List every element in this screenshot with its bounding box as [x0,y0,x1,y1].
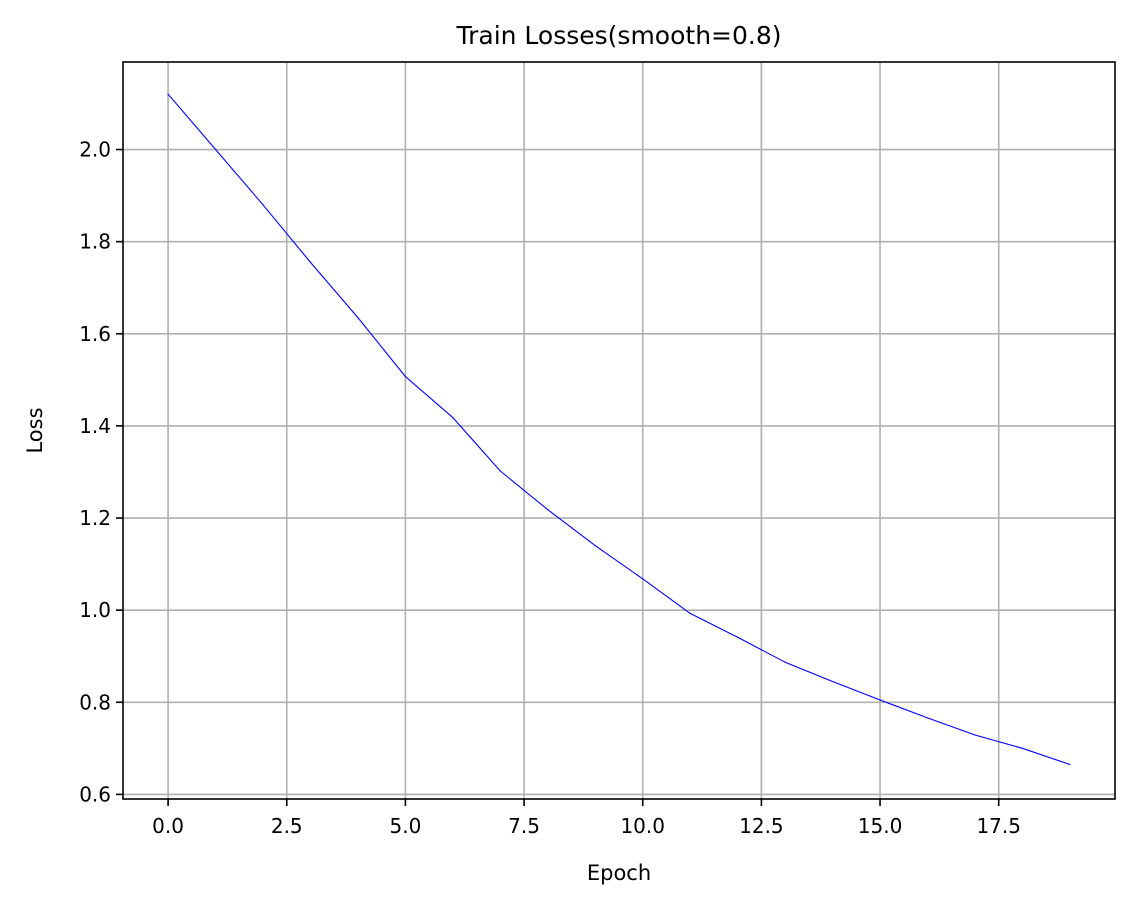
y-tick-label: 1.4 [79,414,111,438]
y-tick-label: 0.6 [79,782,111,806]
y-tick-label: 1.2 [79,506,111,530]
data-point [642,578,644,580]
x-tick-label: 10.0 [620,814,665,838]
y-tick-label: 1.8 [79,230,111,254]
data-point [214,148,217,151]
y-tick-label: 1.0 [79,598,111,622]
data-point [974,734,976,736]
data-point [547,509,549,511]
data-point [167,93,169,95]
x-axis-ticks: 0.0 2.5 5.0 7.5 10.0 12.5 15.0 17.5 [152,799,1021,838]
data-point [262,204,264,206]
y-axis-ticks: 0.6 0.8 1.0 1.2 1.4 1.6 1.8 2.0 [79,138,123,806]
x-tick-label: 15.0 [858,814,903,838]
data-point [737,636,739,638]
data-point [594,545,596,547]
y-tick-label: 0.8 [79,690,111,714]
x-tick-label: 17.5 [976,814,1021,838]
y-axis-label: Loss [23,407,47,453]
data-point [1069,763,1071,766]
data-point [452,417,454,419]
x-tick-label: 7.5 [508,814,540,838]
data-point [926,717,929,719]
grid [123,62,1115,799]
x-tick-label: 5.0 [390,814,422,838]
data-point [1021,747,1024,749]
x-tick-label: 2.5 [271,814,303,838]
loss-series-line [167,93,1071,766]
data-point [357,317,359,319]
series-layer [167,93,1071,766]
data-point [831,680,834,683]
data-point [499,470,501,472]
data-point [689,612,691,614]
x-axis-label: Epoch [587,861,651,885]
y-tick-label: 1.6 [79,322,111,346]
plot-frame [122,61,1116,800]
data-point [404,376,407,378]
y-tick-label: 2.0 [79,138,111,162]
data-point [309,261,312,263]
x-tick-label: 12.5 [739,814,784,838]
x-tick-label: 0.0 [152,814,184,838]
chart-title: Train Losses(smooth=0.8) [456,21,782,50]
data-point [879,699,881,701]
data-point [784,661,786,663]
